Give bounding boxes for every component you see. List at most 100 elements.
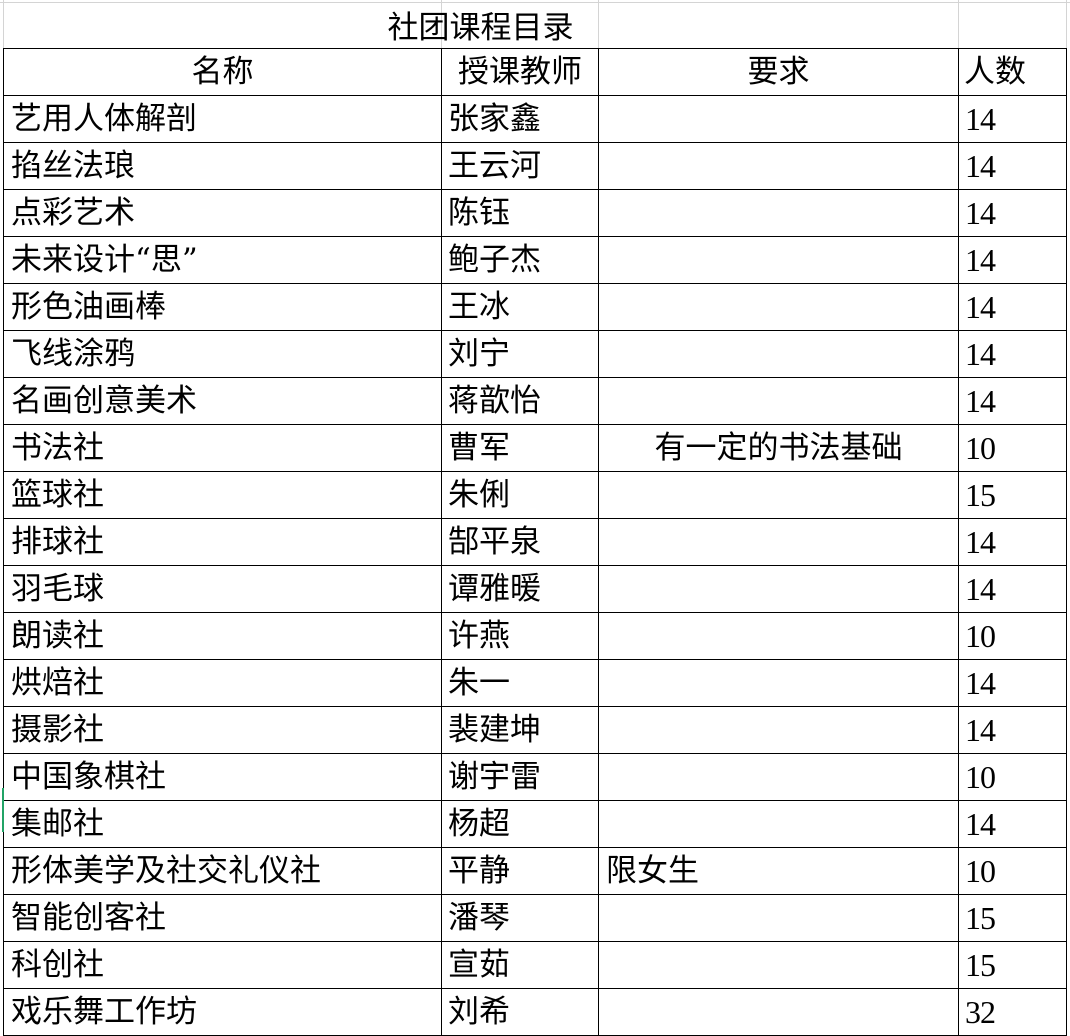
table-row: 智能创客社 潘琴 15 [3,894,1067,942]
cell-name[interactable]: 形色油画棒 [3,283,442,331]
cell-teacher[interactable]: 潘琴 [441,894,599,942]
cell-count[interactable]: 10 [958,424,1067,472]
cell-count[interactable]: 14 [958,800,1067,848]
cell-count[interactable]: 14 [958,330,1067,378]
cell-teacher[interactable]: 王冰 [441,283,599,331]
cell-name[interactable]: 排球社 [3,518,442,566]
cell-teacher[interactable]: 刘宁 [441,330,599,378]
table-row: 飞线涂鸦 刘宁 14 [3,330,1067,378]
table-row: 形色油画棒 王冰 14 [3,283,1067,331]
cell-teacher[interactable]: 平静 [441,847,599,895]
cell-requirement[interactable] [598,471,959,519]
cell-requirement[interactable] [598,659,959,707]
cell-teacher[interactable]: 鲍子杰 [441,236,599,284]
gridline [0,2,1070,3]
cell-count[interactable]: 14 [958,565,1067,613]
header-teacher[interactable]: 授课教师 [441,48,599,96]
cell-count[interactable]: 14 [958,236,1067,284]
cell-requirement[interactable]: 限女生 [598,847,959,895]
cell-name[interactable]: 书法社 [3,424,442,472]
cell-requirement[interactable]: 有一定的书法基础 [598,424,959,472]
cell-count[interactable]: 14 [958,377,1067,425]
cell-count[interactable]: 10 [958,847,1067,895]
cell-requirement[interactable] [598,565,959,613]
cell-requirement[interactable] [598,142,959,190]
cell-count[interactable]: 15 [958,894,1067,942]
cell-count[interactable]: 14 [958,659,1067,707]
cell-teacher[interactable]: 王云河 [441,142,599,190]
cell-teacher[interactable]: 宣茹 [441,941,599,989]
cell-count[interactable]: 14 [958,189,1067,237]
cell-requirement[interactable] [598,706,959,754]
cell-teacher[interactable]: 刘希 [441,988,599,1036]
cell-name[interactable]: 智能创客社 [3,894,442,942]
table-row: 艺用人体解剖 张家鑫 14 [3,95,1067,143]
cell-requirement[interactable] [598,377,959,425]
cell-requirement[interactable] [598,612,959,660]
cell-requirement[interactable] [598,236,959,284]
cell-teacher[interactable]: 曹军 [441,424,599,472]
cell-teacher[interactable]: 裴建坤 [441,706,599,754]
cell-name[interactable]: 未来设计“思” [3,236,442,284]
cell-teacher[interactable]: 陈钰 [441,189,599,237]
cell-requirement[interactable] [598,189,959,237]
selected-cell-indicator [2,788,4,832]
table-row: 摄影社 裴建坤 14 [3,706,1067,754]
header-requirement[interactable]: 要求 [598,48,959,96]
cell-name[interactable]: 戏乐舞工作坊 [3,988,442,1036]
cell-name[interactable]: 摄影社 [3,706,442,754]
table-row: 戏乐舞工作坊 刘希 32 [3,988,1067,1036]
cell-requirement[interactable] [598,95,959,143]
gridline [3,0,4,48]
table-row: 中国象棋社 谢宇雷 10 [3,753,1067,801]
cell-name[interactable]: 飞线涂鸦 [3,330,442,378]
cell-name[interactable]: 科创社 [3,941,442,989]
cell-name[interactable]: 集邮社 [3,800,442,848]
cell-name[interactable]: 艺用人体解剖 [3,95,442,143]
table-row: 集邮社 杨超 14 [3,800,1067,848]
cell-requirement[interactable] [598,988,959,1036]
cell-requirement[interactable] [598,753,959,801]
cell-teacher[interactable]: 朱一 [441,659,599,707]
cell-teacher[interactable]: 蒋歆怡 [441,377,599,425]
cell-name[interactable]: 篮球社 [3,471,442,519]
cell-requirement[interactable] [598,283,959,331]
cell-count[interactable]: 15 [958,941,1067,989]
cell-teacher[interactable]: 张家鑫 [441,95,599,143]
cell-teacher[interactable]: 谢宇雷 [441,753,599,801]
cell-teacher[interactable]: 谭雅暖 [441,565,599,613]
cell-count[interactable]: 10 [958,753,1067,801]
cell-name[interactable]: 名画创意美术 [3,377,442,425]
cell-name[interactable]: 朗读社 [3,612,442,660]
header-count[interactable]: 人数 [958,48,1067,96]
cell-count[interactable]: 14 [958,706,1067,754]
cell-requirement[interactable] [598,941,959,989]
cell-count[interactable]: 10 [958,612,1067,660]
cell-name[interactable]: 中国象棋社 [3,753,442,801]
table-row: 未来设计“思” 鲍子杰 14 [3,236,1067,284]
cell-name[interactable]: 点彩艺术 [3,189,442,237]
gridline [1066,0,1067,48]
cell-count[interactable]: 14 [958,142,1067,190]
cell-teacher[interactable]: 许燕 [441,612,599,660]
cell-requirement[interactable] [598,800,959,848]
cell-name[interactable]: 掐丝法琅 [3,142,442,190]
cell-count[interactable]: 15 [958,471,1067,519]
cell-requirement[interactable] [598,894,959,942]
table-row: 书法社 曹军 有一定的书法基础 10 [3,424,1067,472]
cell-teacher[interactable]: 郜平泉 [441,518,599,566]
cell-name[interactable]: 形体美学及社交礼仪社 [3,847,442,895]
cell-name[interactable]: 羽毛球 [3,565,442,613]
table-row: 排球社 郜平泉 14 [3,518,1067,566]
cell-count[interactable]: 14 [958,95,1067,143]
cell-count[interactable]: 32 [958,988,1067,1036]
cell-requirement[interactable] [598,330,959,378]
cell-requirement[interactable] [598,518,959,566]
cell-name[interactable]: 烘焙社 [3,659,442,707]
cell-teacher[interactable]: 杨超 [441,800,599,848]
sheet-title[interactable]: 社团课程目录 [387,10,574,46]
cell-teacher[interactable]: 朱俐 [441,471,599,519]
header-name[interactable]: 名称 [3,48,442,96]
cell-count[interactable]: 14 [958,283,1067,331]
cell-count[interactable]: 14 [958,518,1067,566]
